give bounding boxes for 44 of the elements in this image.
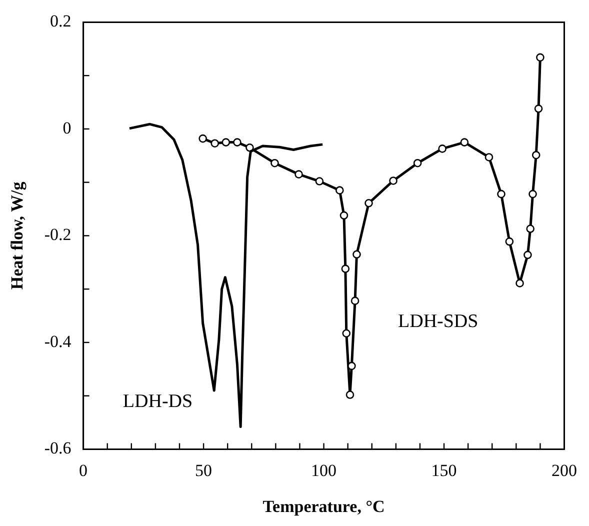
point [342, 329, 351, 338]
point [341, 264, 350, 273]
point [364, 198, 373, 208]
point [352, 250, 361, 259]
point [340, 211, 348, 220]
y-tick-label: -0.4 [44, 332, 72, 351]
point [294, 170, 303, 178]
point [534, 104, 543, 113]
x-tick-label: 200 [552, 460, 577, 480]
point [389, 176, 398, 185]
point [315, 177, 324, 186]
x-tick-label: 150 [431, 460, 457, 480]
point [526, 224, 534, 233]
point [270, 158, 279, 168]
y-axis-title: Heat flow, W/g [8, 181, 27, 290]
point [505, 237, 514, 246]
point [438, 144, 446, 153]
y-tick-label: -0.6 [44, 438, 72, 458]
point [210, 139, 219, 148]
series-label: LDH-DS [122, 390, 193, 412]
x-tick-label: 0 [79, 460, 88, 480]
point [348, 362, 356, 370]
y-tick-label: 0 [62, 118, 72, 138]
point [532, 150, 540, 160]
point [536, 53, 544, 62]
point [198, 134, 207, 143]
point [233, 138, 242, 146]
x-tick-label: 100 [311, 460, 337, 480]
point [516, 279, 524, 288]
x-axis-title: Temperature, °C [262, 497, 385, 516]
point [528, 190, 537, 198]
point [222, 138, 230, 146]
point [336, 186, 344, 194]
point [350, 296, 360, 305]
y-tick-label: -0.2 [44, 225, 72, 244]
x-tick-label: 50 [195, 460, 212, 480]
point [346, 390, 354, 399]
point [460, 138, 469, 146]
text: LDH-SDS [398, 310, 478, 332]
point [524, 250, 532, 260]
point [497, 190, 506, 198]
point [484, 153, 494, 162]
y-tick-label: 0.2 [50, 12, 72, 31]
point [413, 158, 422, 168]
